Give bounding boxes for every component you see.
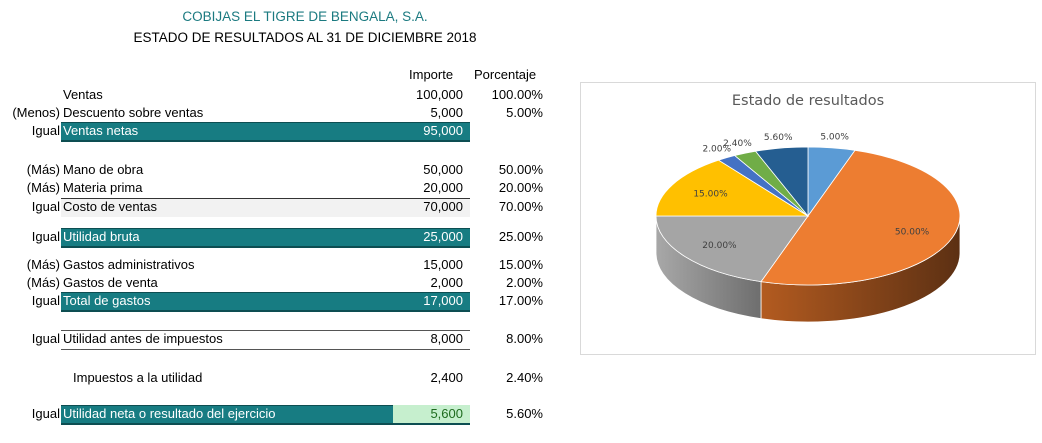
- row-prefix: (Más): [26, 180, 60, 195]
- row-amount: 25,000: [423, 229, 463, 244]
- pie-slice[interactable]: [655, 215, 809, 283]
- row-label: Gastos de venta: [63, 275, 158, 290]
- highlight-band: [61, 122, 470, 142]
- pie-data-label: 5.00%: [820, 133, 849, 143]
- report-title: ESTADO DE RESULTADOS AL 31 DE DICIEMBRE …: [133, 30, 477, 45]
- row-amount: 2,400: [430, 370, 463, 385]
- row-materia-prima: (Más) Materia prima 20,000 20.00%: [0, 179, 560, 197]
- row-utilidad-neta: Igual Utilidad neta o resultado del ejer…: [0, 405, 560, 425]
- row-percent: 25.00%: [498, 229, 543, 244]
- row-amount: 20,000: [423, 180, 463, 195]
- row-gastos-de-venta: (Más) Gastos de venta 2,000 2.00%: [0, 274, 560, 292]
- row-percent: 20.00%: [498, 180, 543, 195]
- row-label: Mano de obra: [63, 162, 144, 177]
- row-prefix: (Más): [26, 257, 60, 272]
- row-label: Materia prima: [63, 180, 143, 195]
- row-label: Descuento sobre ventas: [63, 105, 204, 120]
- row-amount: 2,000: [430, 275, 463, 290]
- pie-chart[interactable]: Estado de resultados 5.00% 50.00% 20.00% 15…: [580, 82, 1036, 355]
- row-prefix: (Más): [26, 275, 60, 290]
- highlight-band: [61, 405, 470, 425]
- row-prefix: (Más): [26, 162, 60, 177]
- column-header-amount: Importe: [409, 67, 454, 82]
- row-label: Utilidad antes de impuestos: [63, 331, 223, 346]
- pie-slice[interactable]: [760, 149, 961, 286]
- row-percent: 2.40%: [506, 370, 543, 385]
- row-prefix: (Menos): [12, 105, 60, 120]
- row-label: Ventas: [63, 87, 103, 102]
- row-amount: 8,000: [430, 331, 463, 346]
- net-result-cell: [393, 405, 470, 423]
- row-label: Total de gastos: [63, 293, 151, 308]
- row-impuestos: Impuestos a la utilidad 2,400 2.40%: [0, 369, 560, 387]
- row-amount: 5,600: [430, 406, 463, 421]
- row-utilidad-antes-impuestos: Igual Utilidad antes de impuestos 8,000 …: [0, 330, 560, 350]
- row-label: Ventas netas: [63, 123, 139, 138]
- row-label: Gastos administrativos: [63, 257, 195, 272]
- row-amount: 17,000: [423, 293, 463, 308]
- highlight-band: [61, 228, 470, 248]
- pie-chart-svg: 5.00% 50.00% 20.00% 15.00% 2.00%2.40% 5.60%: [655, 133, 961, 323]
- row-prefix: Igual: [31, 293, 60, 308]
- column-header-percent: Porcentaje: [474, 67, 537, 82]
- pie-data-label: 2.40%: [723, 139, 752, 149]
- highlight-band: [61, 292, 470, 312]
- row-total-de-gastos: Igual Total de gastos 17,000 17.00%: [0, 292, 560, 312]
- subtotal-band: [61, 198, 470, 217]
- row-prefix: Igual: [31, 123, 60, 138]
- row-label: Utilidad neta o resultado del ejercicio: [63, 406, 276, 421]
- row-percent: 5.00%: [506, 105, 543, 120]
- pie-data-label: 2.00%: [702, 144, 731, 154]
- row-mano-de-obra: (Más) Mano de obra 50,000 50.00%: [0, 161, 560, 179]
- row-costo-de-ventas: Igual Costo de ventas 70,000 70.00%: [0, 198, 560, 217]
- pie-data-label: 15.00%: [693, 189, 728, 199]
- subtotal-band: [61, 330, 470, 350]
- row-amount: 50,000: [423, 162, 463, 177]
- row-prefix: Igual: [31, 406, 60, 421]
- row-amount: 5,000: [430, 105, 463, 120]
- row-prefix: Igual: [31, 229, 60, 244]
- row-amount: 70,000: [423, 199, 463, 214]
- row-label: Costo de ventas: [63, 199, 157, 214]
- row-percent: 50.00%: [498, 162, 543, 177]
- row-label: Impuestos a la utilidad: [73, 370, 203, 385]
- pie-data-label: 20.00%: [702, 241, 737, 251]
- row-amount: 95,000: [423, 123, 463, 138]
- row-ventas-netas: Igual Ventas netas 95,000: [0, 122, 560, 142]
- row-percent: 15.00%: [498, 257, 543, 272]
- row-percent: 8.00%: [506, 331, 543, 346]
- row-ventas: Ventas 100,000 100.00%: [0, 86, 560, 104]
- pie-slice[interactable]: [754, 146, 809, 218]
- row-percent: 17.00%: [498, 293, 543, 308]
- row-percent: 5.60%: [506, 406, 543, 421]
- row-percent: 100.00%: [491, 87, 543, 102]
- pie-data-label: 50.00%: [895, 227, 930, 237]
- chart-title: Estado de resultados: [731, 93, 885, 109]
- row-percent: 70.00%: [498, 199, 543, 214]
- pie-data-label: 5.60%: [764, 133, 793, 143]
- pie-slice[interactable]: [655, 159, 810, 217]
- row-gastos-administrativos: (Más) Gastos administrativos 15,000 15.0…: [0, 256, 560, 274]
- row-descuento: (Menos) Descuento sobre ventas 5,000 5.0…: [0, 104, 560, 122]
- row-percent: 2.00%: [506, 275, 543, 290]
- row-prefix: Igual: [31, 331, 60, 346]
- row-amount: 100,000: [416, 87, 463, 102]
- company-name: COBIJAS EL TIGRE DE BENGALA, S.A.: [182, 9, 428, 24]
- row-label: Utilidad bruta: [63, 229, 140, 244]
- row-utilidad-bruta: Igual Utilidad bruta 25,000 25.00%: [0, 228, 560, 248]
- row-amount: 15,000: [423, 257, 463, 272]
- row-prefix: Igual: [31, 199, 60, 214]
